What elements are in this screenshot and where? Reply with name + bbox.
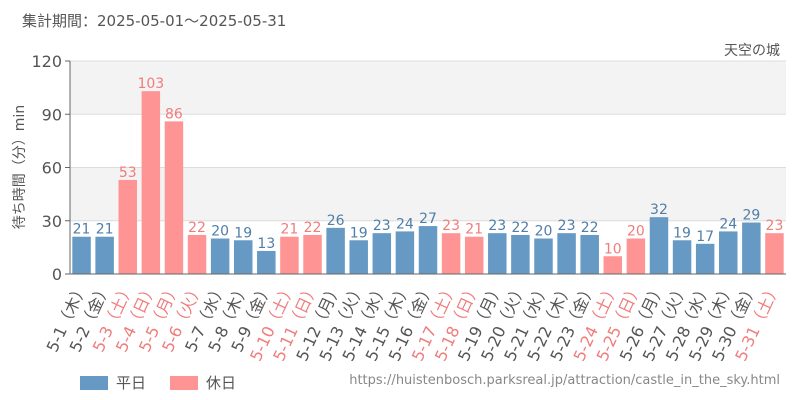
bar (164, 121, 184, 274)
bar (395, 231, 415, 274)
y-tick-label: 30 (42, 212, 62, 231)
bar-value-label: 22 (581, 220, 599, 236)
bar-value-label: 24 (396, 216, 414, 232)
legend-swatch-weekday (80, 375, 108, 390)
bar (695, 243, 715, 274)
bar (141, 91, 161, 274)
source-url[interactable]: https://huistenbosch.parksreal.jp/attrac… (349, 373, 780, 388)
bar-value-label: 21 (281, 222, 299, 238)
bar (649, 217, 669, 274)
grid-band (70, 61, 786, 115)
bar-value-label: 23 (442, 218, 460, 234)
bar (372, 233, 392, 274)
grid-band (70, 167, 786, 221)
bar (488, 233, 507, 274)
collection-period: 集計期間：2025-05-01～2025-05-31 (22, 12, 287, 30)
bar-value-label: 86 (165, 106, 183, 122)
bar-value-label: 23 (766, 218, 784, 234)
bar (511, 234, 530, 274)
bar-value-label: 19 (234, 225, 252, 241)
bar-value-label: 20 (627, 224, 645, 240)
legend-swatch-holiday (170, 375, 199, 390)
bar (557, 233, 576, 274)
bar-value-label: 22 (304, 220, 322, 236)
bar (72, 236, 91, 274)
bar-value-label: 21 (465, 222, 483, 238)
attraction-name: 天空の城 (724, 43, 780, 59)
legend-item-weekday: 平日 (80, 372, 146, 393)
bar-value-label: 21 (96, 222, 114, 238)
y-axis-label: 待ち時間（分）min (12, 105, 28, 229)
bar-value-label: 23 (373, 218, 391, 234)
bar (719, 231, 738, 274)
bar (349, 240, 368, 274)
bar (626, 238, 646, 274)
bar (280, 236, 299, 274)
bar (187, 234, 207, 274)
bar-value-label: 27 (419, 211, 437, 227)
grid-bands (70, 61, 786, 221)
legend-label-holiday: 休日 (206, 374, 237, 392)
bar-value-label: 19 (350, 225, 368, 241)
bar-value-label: 20 (211, 224, 229, 240)
bar (534, 238, 553, 274)
y-tick-label: 60 (42, 159, 62, 178)
bar-value-label: 53 (119, 165, 137, 181)
bar-value-label: 22 (511, 220, 529, 236)
bar (118, 179, 137, 274)
bar (233, 240, 253, 274)
bar-value-label: 23 (488, 218, 506, 234)
bar (303, 234, 322, 274)
bar (464, 236, 484, 274)
bar-value-label: 103 (137, 76, 164, 92)
y-tick-label: 0 (52, 265, 62, 284)
bar-value-label: 13 (257, 236, 275, 252)
bar-value-label: 22 (188, 220, 206, 236)
x-axis-tick-labels: 5-1（木）5-2（金）5-3（土）5-4（日）5-5（月）5-6（火）5-7（… (43, 280, 784, 364)
bar (418, 226, 438, 274)
bar (603, 256, 623, 274)
bar-value-label: 19 (673, 225, 691, 241)
bar-value-label: 20 (535, 224, 553, 240)
bar (210, 238, 230, 274)
legend-label-weekday: 平日 (116, 374, 147, 392)
bar-value-label: 26 (327, 213, 345, 229)
bar (580, 234, 599, 274)
y-axis-ticks: 0 30 60 90 120 (31, 52, 70, 284)
bar-value-label: 10 (604, 241, 622, 257)
legend-item-holiday: 休日 (170, 372, 236, 393)
bar (95, 236, 114, 274)
bar (257, 250, 276, 274)
y-tick-label: 90 (42, 105, 62, 124)
bar (441, 233, 461, 274)
bar-value-label: 24 (719, 216, 737, 232)
y-tick-label: 120 (31, 52, 62, 71)
bar-value-label: 23 (558, 218, 576, 234)
bar (326, 227, 345, 274)
bar (765, 233, 784, 274)
bar-value-label: 21 (73, 222, 91, 238)
bars (72, 91, 784, 274)
legend: 平日 休日 (80, 372, 236, 393)
bar (672, 240, 692, 274)
bar-value-label: 29 (742, 208, 760, 224)
bar (742, 222, 761, 274)
bar-value-label: 32 (650, 202, 668, 218)
bar-value-label: 17 (696, 229, 714, 245)
